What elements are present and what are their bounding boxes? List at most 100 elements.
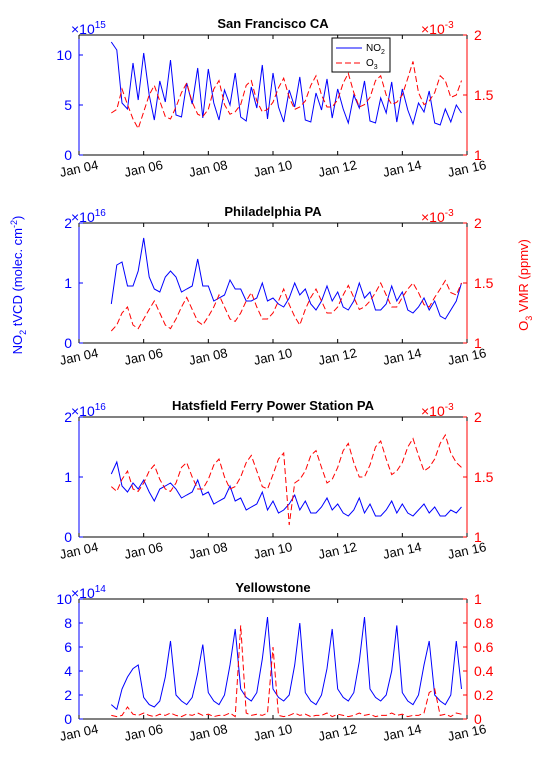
left-exponent-base: ×10 [71,209,95,225]
series-line-no2 [110,41,462,126]
panel-title: San Francisco CA [217,16,329,31]
x-tick-label: Jan 14 [382,539,423,562]
right-y-tick-label: 0.6 [474,639,494,655]
left-axis-label-main: NO [10,335,25,355]
x-tick-label: Jan 14 [382,721,423,744]
x-tick-label: Jan 14 [382,157,423,180]
right-axis-label-sub: 3 [524,316,534,321]
legend-o3-main: O [366,58,374,69]
right-y-tick-label: 0.8 [474,615,494,631]
legend-o3-sub: 3 [374,64,378,71]
left-exponent-power: 16 [95,402,107,413]
left-y-tick-label: 6 [64,639,72,655]
x-tick-label: Jan 06 [123,157,164,180]
left-exponent-power: 15 [95,20,107,31]
left-axis-label-close: ) [10,216,25,220]
left-y-tick-label: 4 [64,663,72,679]
right-exponent-label: ×10-3 [421,20,454,37]
series-line-o3 [110,279,462,332]
left-axis-label-sub: 2 [18,330,28,335]
right-y-tick-label: 1.5 [474,469,494,485]
right-y-tick-label: 1 [474,147,482,163]
left-exponent-label: ×1016 [71,402,106,419]
x-tick-label: Jan 10 [252,539,293,562]
right-y-tick-label: 1.5 [474,87,494,103]
x-tick-label: Jan 12 [317,539,358,562]
left-axis-label-rest: tVCD (molec. cm [10,228,25,330]
left-y-tick-label: 0 [64,147,72,163]
right-axis-label: O3 VMR (ppmv) [516,239,534,331]
right-axis-label-rest: VMR (ppmv) [516,239,531,316]
series-line-no2 [110,237,462,320]
right-exponent-label: ×10-3 [421,208,454,225]
left-exponent-power: 14 [95,584,107,595]
x-tick-label: Jan 10 [252,157,293,180]
left-y-tick-label: 10 [56,47,72,63]
right-exponent-base: ×10 [421,403,445,419]
left-exponent-base: ×10 [71,21,95,37]
x-tick-label: Jan 06 [123,721,164,744]
left-y-tick-label: 2 [64,215,72,231]
left-exponent-base: ×10 [71,403,95,419]
panel-title: Philadelphia PA [224,204,322,219]
x-tick-label: Jan 12 [317,721,358,744]
right-exponent-label: ×10-3 [421,402,454,419]
x-tick-label: Jan 08 [188,539,229,562]
legend: NO2 O3 [331,37,391,73]
left-y-tick-label: 0 [64,529,72,545]
legend-box [331,37,391,73]
series-line-o3 [110,433,462,526]
left-axis-label: NO2 tVCD (molec. cm-2) [9,216,28,355]
x-tick-label: Jan 10 [252,345,293,368]
series-line-no2 [110,616,462,711]
series-line-o3 [111,625,462,718]
left-exponent-label: ×1016 [71,208,106,225]
x-tick-label: Jan 12 [317,157,358,180]
right-exponent-power: -3 [445,402,454,413]
left-y-tick-label: 0 [64,335,72,351]
legend-no2-sub: 2 [381,49,385,56]
left-y-tick-label: 1 [64,275,72,291]
right-y-tick-label: 0.4 [474,663,494,679]
right-y-tick-label: 2 [474,409,482,425]
left-y-tick-label: 10 [56,591,72,607]
x-tick-label: Jan 08 [188,345,229,368]
left-axis-label-sup: -2 [9,220,19,228]
x-tick-label: Jan 08 [188,157,229,180]
right-y-tick-label: 2 [474,215,482,231]
left-y-tick-label: 2 [64,409,72,425]
legend-no2-label: NO2 [366,43,385,56]
panel-title: Hatsfield Ferry Power Station PA [172,398,375,413]
left-y-tick-label: 1 [64,469,72,485]
legend-no2-main: NO [366,43,381,54]
left-exponent-power: 16 [95,208,107,219]
x-tick-label: Jan 06 [123,539,164,562]
x-tick-label: Jan 14 [382,345,423,368]
right-exponent-power: -3 [445,20,454,31]
legend-o3-label: O3 [366,58,378,71]
right-axis-label-main: O [516,321,531,331]
right-exponent-base: ×10 [421,209,445,225]
panel-title: Yellowstone [235,580,310,595]
right-exponent-power: -3 [445,208,454,219]
left-y-tick-label: 2 [64,687,72,703]
left-y-tick-label: 5 [64,97,72,113]
x-tick-label: Jan 12 [317,345,358,368]
series-line-no2 [110,460,462,517]
x-tick-label: Jan 08 [188,721,229,744]
right-y-tick-label: 2 [474,27,482,43]
x-tick-label: Jan 06 [123,345,164,368]
right-y-tick-label: 1 [474,591,482,607]
left-exponent-label: ×1015 [71,20,106,37]
left-y-tick-label: 0 [64,711,72,727]
right-exponent-base: ×10 [421,21,445,37]
left-exponent-base: ×10 [71,585,95,601]
right-y-tick-label: 0.2 [474,687,494,703]
right-y-tick-label: 1 [474,529,482,545]
